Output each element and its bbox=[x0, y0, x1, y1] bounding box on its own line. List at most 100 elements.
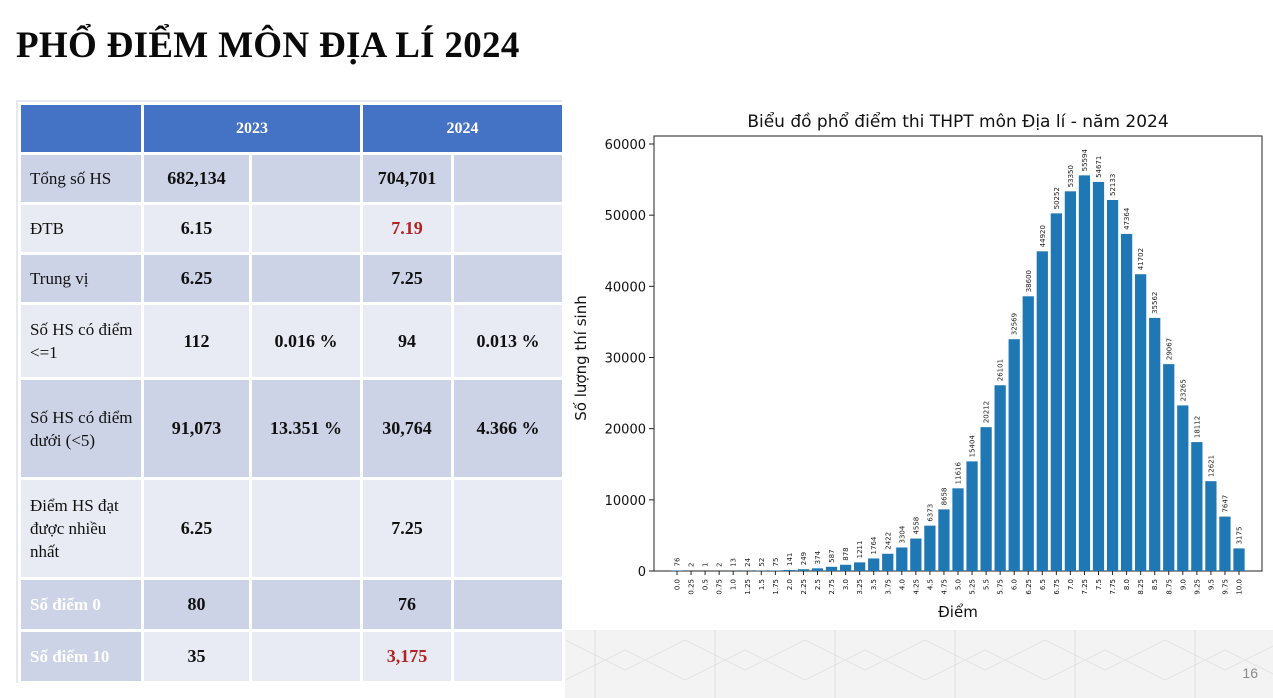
table-row: ĐTB 6.15 7.19 bbox=[18, 202, 565, 255]
row-label: Điểm HS đạt được nhiều nhất bbox=[18, 477, 144, 580]
x-tick-label: 2.0 bbox=[786, 579, 794, 590]
value-2023: 6.15 bbox=[141, 202, 252, 255]
x-tick-label: 0.75 bbox=[716, 579, 724, 595]
table-row: Trung vị 6.25 7.25 bbox=[18, 252, 565, 305]
value-2024: 94 bbox=[360, 302, 454, 380]
bar-value-label: 50252 bbox=[1053, 187, 1061, 209]
row-label: Số điểm 10 bbox=[18, 629, 144, 684]
bars-group: 76 2 1 2 13 24 52 75 141 249 374 587 878 1211 1764 2422… bbox=[671, 149, 1245, 572]
bar bbox=[1050, 213, 1062, 571]
y-axis-label: Số lượng thí sinh bbox=[572, 295, 590, 420]
bar-value-label: 587 bbox=[828, 549, 836, 562]
percent-2023 bbox=[249, 202, 363, 255]
x-tick-label: 5.75 bbox=[997, 579, 1005, 595]
bar-value-label: 13 bbox=[730, 558, 738, 567]
row-label: Số HS có điểm dưới (<5) bbox=[18, 377, 144, 480]
x-tick-label: 1.25 bbox=[744, 579, 752, 595]
bar-value-label: 23265 bbox=[1179, 379, 1187, 401]
table-row: Điểm HS đạt được nhiều nhất 6.25 7.25 bbox=[18, 477, 565, 580]
bar bbox=[783, 569, 796, 571]
bar bbox=[811, 568, 824, 571]
chart-svg: Biểu đồ phổ điểm thi THPT môn Địa lí - n… bbox=[572, 111, 1263, 621]
x-tick-label: 7.5 bbox=[1095, 579, 1103, 590]
bar-value-label: 3175 bbox=[1236, 527, 1244, 545]
x-tick-label: 1.75 bbox=[772, 579, 780, 595]
x-tick-label: 0.0 bbox=[674, 579, 682, 590]
slide-title: PHỔ ĐIỂM MÔN ĐỊA LÍ 2024 bbox=[16, 25, 520, 66]
bar bbox=[797, 569, 810, 571]
value-2023: 35 bbox=[141, 629, 252, 684]
bar bbox=[1092, 181, 1105, 571]
bar-value-label: 20212 bbox=[983, 401, 991, 423]
x-tick-label: 8.5 bbox=[1151, 579, 1159, 590]
percent-2024: 0.013 % bbox=[451, 302, 565, 380]
table-row: Số điểm 10 35 3,175 bbox=[18, 629, 565, 684]
table-row: Số HS có điểm dưới (<5) 91,073 13.351 % … bbox=[18, 377, 565, 480]
bar-value-label: 52 bbox=[758, 558, 766, 567]
row-label: ĐTB bbox=[18, 202, 144, 255]
x-tick-label: 9.25 bbox=[1193, 579, 1201, 595]
x-tick-label: 6.75 bbox=[1053, 579, 1061, 595]
x-tick-label: 3.25 bbox=[856, 579, 864, 595]
bar bbox=[1078, 175, 1091, 572]
background-pattern bbox=[565, 630, 1273, 698]
bar-value-label: 8658 bbox=[940, 488, 948, 506]
percent-2023 bbox=[249, 577, 363, 632]
percent-2023 bbox=[249, 477, 363, 580]
value-2023: 80 bbox=[141, 577, 252, 632]
x-tick-label: 3.0 bbox=[842, 579, 850, 590]
percent-2023: 0.016 % bbox=[249, 302, 363, 380]
x-tick-label: 6.0 bbox=[1011, 579, 1019, 590]
x-tick-label: 5.0 bbox=[955, 579, 963, 590]
bar-value-label: 4558 bbox=[912, 517, 920, 535]
x-tick-label: 8.25 bbox=[1137, 579, 1145, 595]
bar bbox=[769, 570, 781, 571]
bar-value-label: 26101 bbox=[997, 359, 1005, 381]
bar bbox=[1008, 339, 1020, 571]
bar-value-label: 1211 bbox=[856, 541, 864, 559]
bar-value-label: 29067 bbox=[1165, 338, 1173, 360]
bar bbox=[1233, 548, 1245, 571]
percent-2023 bbox=[249, 152, 363, 205]
bar bbox=[1106, 199, 1119, 571]
x-tick-label: 4.5 bbox=[926, 579, 934, 590]
bar-value-label: 12621 bbox=[1207, 455, 1215, 477]
bar bbox=[1163, 364, 1175, 571]
x-tick-label: 1.5 bbox=[758, 579, 766, 590]
bar-value-label: 3304 bbox=[898, 525, 906, 543]
bar bbox=[1205, 481, 1217, 571]
value-2023: 112 bbox=[141, 302, 252, 380]
bar bbox=[854, 562, 866, 571]
bar bbox=[868, 558, 880, 571]
bar bbox=[882, 553, 894, 571]
y-tick-label: 0 bbox=[638, 565, 646, 580]
bar-value-label: 374 bbox=[814, 550, 822, 564]
table-row: Số điểm 0 80 76 bbox=[18, 577, 565, 632]
x-axis-label: Điểm bbox=[938, 603, 978, 621]
page-number: 16 bbox=[1242, 665, 1258, 681]
percent-2024 bbox=[451, 629, 565, 684]
bar-value-label: 2422 bbox=[884, 532, 892, 550]
value-2024: 76 bbox=[360, 577, 454, 632]
bar-value-label: 878 bbox=[842, 547, 850, 560]
bar-value-label: 52133 bbox=[1109, 174, 1117, 196]
bar bbox=[1191, 442, 1203, 571]
bar bbox=[938, 509, 950, 571]
x-tick-label: 2.5 bbox=[814, 579, 822, 590]
bar bbox=[839, 564, 852, 571]
bar-value-label: 1764 bbox=[870, 536, 878, 554]
bar-value-label: 249 bbox=[800, 552, 808, 565]
x-tick-label: 10.0 bbox=[1236, 579, 1244, 595]
value-2023: 6.25 bbox=[141, 252, 252, 305]
score-distribution-chart: Biểu đồ phổ điểm thi THPT môn Địa lí - n… bbox=[565, 99, 1273, 630]
x-tick-label: 5.5 bbox=[983, 579, 991, 590]
bar bbox=[994, 385, 1006, 571]
x-tick-label: 4.75 bbox=[940, 579, 948, 595]
percent-2024 bbox=[451, 577, 565, 632]
bar-value-label: 24 bbox=[744, 557, 752, 566]
percent-2023: 13.351 % bbox=[249, 377, 363, 480]
bar-value-label: 41702 bbox=[1137, 248, 1145, 270]
row-label: Trung vị bbox=[18, 252, 144, 305]
bar bbox=[980, 427, 992, 571]
bar bbox=[1135, 274, 1147, 571]
